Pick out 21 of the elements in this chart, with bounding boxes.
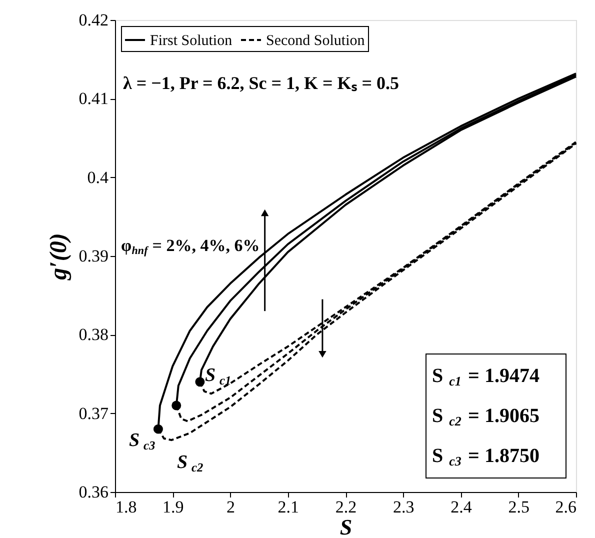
- x-tick-label: 2.6: [555, 498, 576, 516]
- legend-label: First Solution: [150, 33, 233, 49]
- x-tick-label: 2.5: [508, 498, 530, 516]
- x-tick-label: 1.8: [116, 498, 137, 516]
- x-tick-label: 2.3: [393, 498, 414, 516]
- x-tick-label: 2.1: [278, 498, 299, 516]
- x-tick-label: 1.9: [162, 498, 184, 516]
- y-tick-label: 0.42: [78, 10, 108, 30]
- x-axis-title: S: [340, 514, 352, 538]
- annotation: λ = −1, Pr = 6.2, Sc = 1, K = Kₛ = 0.5: [123, 73, 400, 93]
- y-tick-label: 0.37: [78, 404, 109, 423]
- y-tick-label: 0.39: [78, 246, 108, 266]
- legend-label: Second Solution: [266, 33, 366, 49]
- y-axis-title: g′(0): [46, 233, 72, 281]
- y-tick-label: 0.36: [78, 482, 108, 502]
- y-tick-label: 0.4: [87, 168, 109, 187]
- x-tick-label: 2.2: [335, 498, 357, 516]
- x-tick-label: 2.4: [450, 498, 472, 516]
- x-tick-label: 2: [226, 498, 235, 516]
- y-tick-label: 0.41: [78, 89, 108, 108]
- y-tick-label: 0.38: [78, 325, 108, 344]
